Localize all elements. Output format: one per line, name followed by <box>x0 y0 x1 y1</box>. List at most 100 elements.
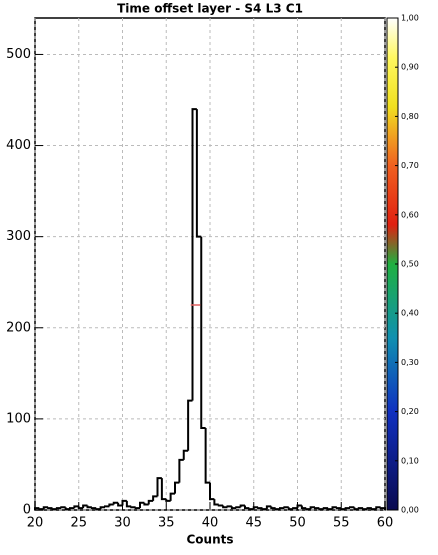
histogram-bin <box>300 505 307 510</box>
histogram-bin <box>270 506 276 510</box>
histogram-bin <box>156 477 162 497</box>
histogram-bin <box>375 506 381 510</box>
histogram-bin <box>77 506 84 510</box>
colorbar-tick-label: 0,90 <box>401 63 419 72</box>
histogram-bin <box>222 505 228 509</box>
y-tick-label: 400 <box>6 138 31 153</box>
y-tick-label: 300 <box>6 229 31 244</box>
x-tick-label: 50 <box>289 516 306 531</box>
histogram-bin <box>309 506 315 510</box>
histogram-bin <box>204 428 210 484</box>
chart-title: Time offset layer - S4 L3 C1 <box>117 2 303 16</box>
histogram-bin <box>279 507 285 510</box>
colorbar-tick-label: 0,00 <box>401 506 419 515</box>
colorbar-tick-label: 0,60 <box>401 210 419 219</box>
histogram-bin <box>235 506 241 509</box>
histogram-bin <box>108 503 114 507</box>
histogram-bin <box>99 506 105 510</box>
histogram-bin <box>322 507 329 510</box>
histogram-bin <box>73 505 79 509</box>
histogram-bin <box>366 507 372 510</box>
colorbar-tick-label: 0,10 <box>401 456 419 465</box>
histogram-bin <box>287 507 294 511</box>
histogram-bin <box>327 508 333 511</box>
histogram-bin <box>38 508 44 511</box>
histogram-bin <box>152 495 158 501</box>
histogram-bin <box>69 507 75 510</box>
histogram-bin <box>143 502 149 506</box>
histogram-bin <box>134 507 140 510</box>
histogram-bin <box>379 507 386 510</box>
histogram-bin <box>64 507 70 511</box>
histogram-bin <box>178 458 184 483</box>
histogram-bin <box>82 504 88 509</box>
histogram-bin <box>344 507 350 510</box>
histogram-bin <box>125 500 132 508</box>
histogram-bin <box>121 499 127 506</box>
histogram-bin <box>200 236 206 429</box>
histogram-bin <box>217 504 224 507</box>
histogram-bin <box>357 507 364 510</box>
histogram-bin <box>239 504 245 508</box>
y-tick-label: 500 <box>6 47 31 62</box>
histogram-bin <box>130 506 136 509</box>
histogram-bin <box>261 508 267 511</box>
histogram-bin <box>95 508 101 511</box>
histogram-bin <box>335 507 342 510</box>
x-tick-label: 30 <box>114 516 131 531</box>
x-tick-label: 55 <box>333 516 350 531</box>
histogram-bin <box>104 505 110 508</box>
histogram-bin <box>209 482 215 501</box>
x-tick-label: 45 <box>245 516 262 531</box>
histogram-bin <box>90 507 97 510</box>
histogram-bin <box>314 507 320 510</box>
histogram-bin <box>187 399 193 451</box>
histogram-bin <box>340 508 346 511</box>
histogram-bin <box>230 506 237 510</box>
histogram-bin <box>244 505 250 510</box>
colorbar-tick-label: 0,40 <box>401 309 419 318</box>
histogram-bin <box>55 507 62 510</box>
colorbar-tick-label: 0,80 <box>401 112 419 121</box>
histogram-bin <box>117 502 123 507</box>
histogram-bin <box>34 507 40 510</box>
histogram-bin <box>213 499 219 506</box>
x-tick-label: 20 <box>27 516 44 531</box>
histogram-bin <box>169 492 175 501</box>
histogram-bin <box>296 504 302 509</box>
histogram-bin <box>252 506 259 510</box>
histogram-bin <box>182 449 189 460</box>
histogram-bin <box>305 508 311 511</box>
histogram-bin <box>42 506 49 510</box>
x-tick-label: 35 <box>158 516 175 531</box>
histogram-bin <box>331 506 337 510</box>
histogram-bin <box>86 505 92 509</box>
histogram-bin <box>318 508 324 511</box>
x-tick-label: 25 <box>70 516 87 531</box>
colorbar-tick-label: 0,50 <box>401 260 419 269</box>
histogram-bin <box>292 507 298 510</box>
y-tick-label: 200 <box>6 320 31 335</box>
histogram-bin <box>51 508 57 511</box>
histogram-bin <box>165 499 171 502</box>
y-tick-label: 100 <box>6 411 31 426</box>
histogram-bin <box>257 507 263 510</box>
colorbar-tick-label: 1,00 <box>401 14 419 23</box>
histogram-bin <box>191 108 197 401</box>
histogram-bin <box>353 507 359 511</box>
histogram-bin <box>60 506 66 509</box>
histogram-bin <box>265 505 272 510</box>
histogram-bin <box>139 501 145 509</box>
colorbar-tick-label: 0,20 <box>401 407 419 416</box>
histogram-bin <box>47 507 53 510</box>
histogram-bin <box>160 478 167 501</box>
colorbar-tick-label: 0,30 <box>401 358 419 367</box>
histogram-bin <box>283 506 289 509</box>
y-tick-label: 0 <box>23 503 31 518</box>
histogram-bin <box>226 505 232 508</box>
histogram-bin <box>112 501 119 505</box>
x-axis-label: Counts <box>186 533 233 547</box>
histogram-bin <box>362 508 368 511</box>
histogram-bin <box>248 508 254 511</box>
